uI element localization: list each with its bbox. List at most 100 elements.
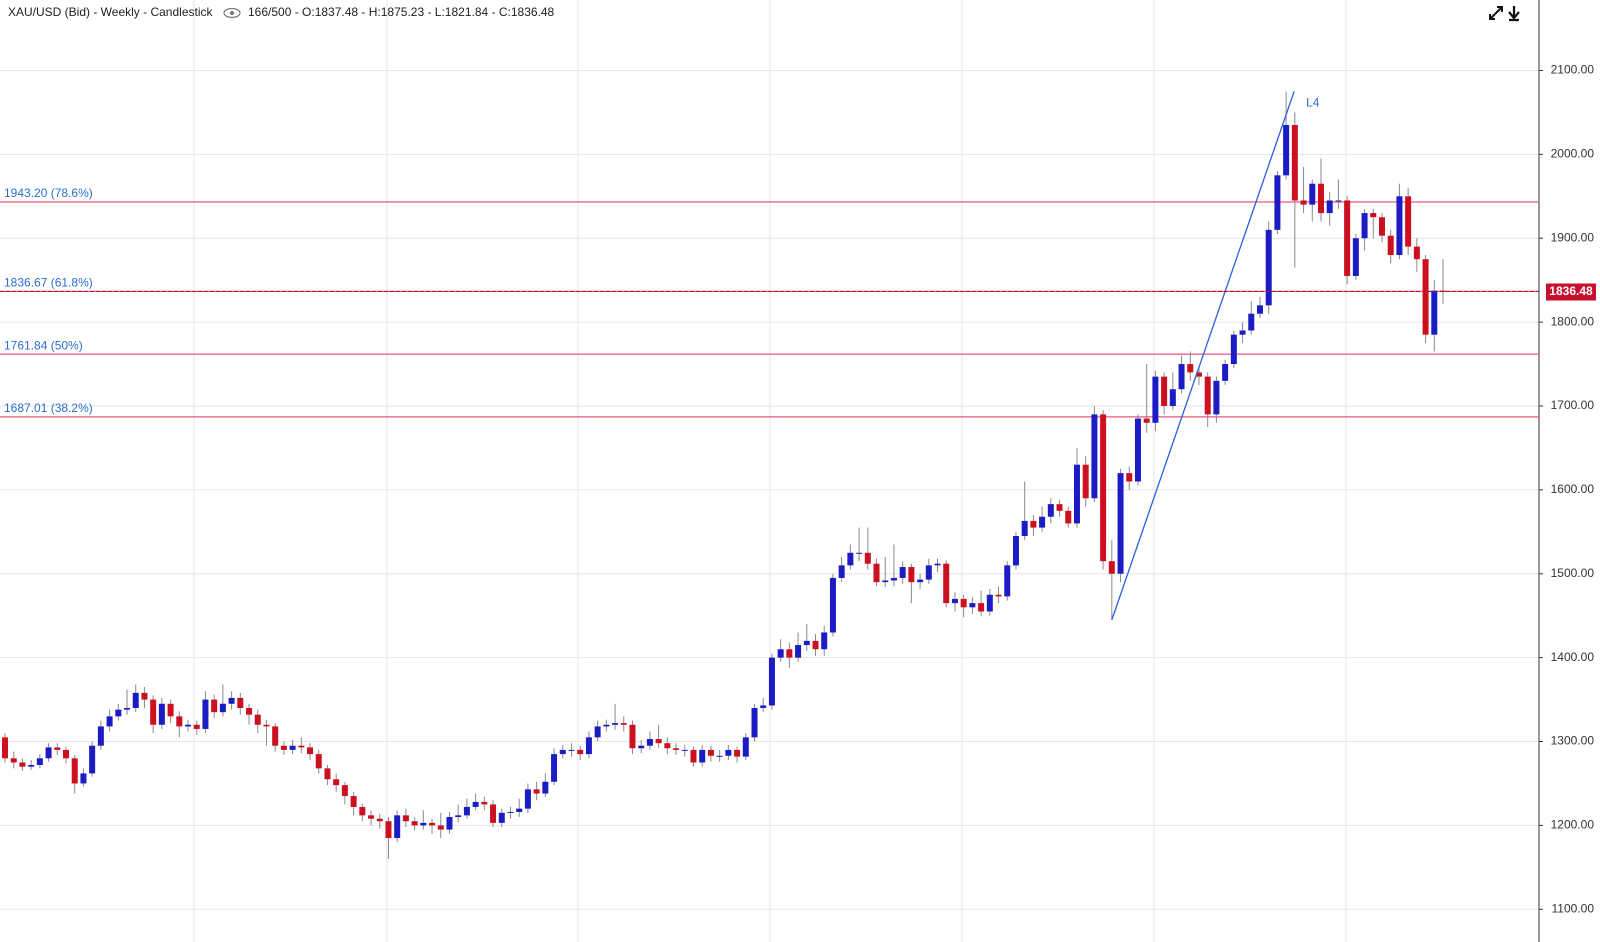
candle-body [585,737,592,755]
candle-body [1056,504,1063,511]
candle-body [1283,124,1290,176]
candle-body [185,724,192,727]
candle-body [115,709,122,717]
trend-line [1111,91,1295,621]
candle-body [1370,213,1377,218]
candle-body [847,552,854,566]
candle-body [524,789,531,809]
candle-body [699,749,706,763]
expand-icon[interactable] [1489,6,1503,20]
candle-body [272,726,279,746]
candle-body [516,808,523,812]
candle-body [350,796,357,807]
candle-body [1065,510,1072,524]
candle-body [638,745,645,749]
candle-body [289,745,296,750]
candle-body [280,745,287,750]
y-tick-label: 2000.00 [1551,147,1595,161]
candle-body [359,806,366,816]
candle-body [228,697,235,704]
candle-body [551,754,558,782]
candle-body [768,657,775,706]
candle-body [925,565,932,580]
candle-body [1300,200,1307,205]
candle-body [629,724,636,749]
candle-body [1230,334,1237,365]
download-icon[interactable] [1508,6,1520,22]
candle-body [507,811,514,813]
candle-body [1378,217,1385,236]
expand-glyph [1489,6,1503,20]
candle-body [1047,504,1054,517]
candle-body [246,707,253,715]
candle-body [315,754,322,769]
candle-body [864,552,871,564]
candle-body [795,645,802,658]
candle-body [760,705,767,708]
candle-body [36,758,43,766]
candle-body [542,781,549,794]
candle-body [150,699,157,725]
candle-body [124,707,131,710]
candle-body [1326,200,1333,214]
y-tick-label: 1100.00 [1552,901,1595,915]
candle-body [254,714,261,725]
last-price-box [1546,283,1596,301]
candle-body [19,762,26,767]
eye-icon[interactable] [223,7,241,19]
candle-body [1291,124,1298,201]
candle-body [411,821,418,826]
candle-body [803,640,810,646]
candle-body [612,723,619,725]
candle-body [1108,561,1115,574]
candle-body [681,749,688,751]
fib-label: 1687.01 (38.2%) [4,401,93,415]
candle-body [725,749,732,756]
candle-body [28,765,35,767]
candle-body [707,749,714,756]
candle-body [402,815,409,822]
candle-body [786,649,793,658]
candle-body [202,699,209,729]
candle-body [1387,235,1394,256]
candle-body [498,812,505,823]
candle-body [960,598,967,608]
candle-body [917,579,924,583]
fib-label: 1943.20 (78.6%) [4,186,93,200]
y-tick-label: 1900.00 [1551,230,1595,244]
candle-body [1239,330,1246,335]
grid [0,0,1539,942]
candle-body [664,743,671,749]
candle-body [908,567,915,583]
candle-body [420,822,427,826]
candle-body [594,726,601,738]
candle-body [193,724,200,729]
candle-body [751,707,758,738]
candle-body [97,726,104,746]
candle-body [1413,246,1420,260]
annotation: L4 [1306,96,1320,110]
candle-body [690,749,697,763]
candle-body [812,640,819,650]
download-glyph [1508,6,1520,22]
candle-body [1204,376,1211,415]
candle-body [132,692,139,708]
candle-body [1134,418,1141,482]
candle-body [176,716,183,727]
candle-body [446,817,453,830]
candle-body [899,567,906,578]
candle-body [89,745,96,774]
y-tick-label: 1700.00 [1551,398,1595,412]
candle-body [1073,464,1080,524]
candle-body [716,755,723,757]
candle-body [219,703,226,713]
candle-body [1431,290,1438,335]
candle-body [951,598,958,604]
candle-body [777,649,784,658]
candle-body [158,703,165,725]
candle-body [45,747,52,759]
candle-body [1187,364,1194,373]
eye-outline [223,7,241,19]
candle-body [1309,183,1316,205]
candle-body [978,603,985,612]
